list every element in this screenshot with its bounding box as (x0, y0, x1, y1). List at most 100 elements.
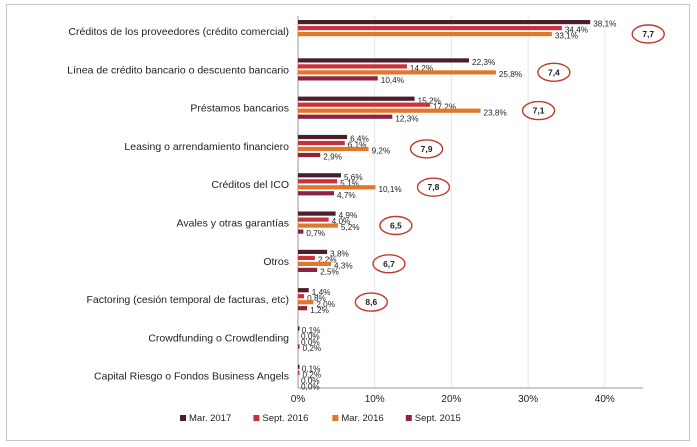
data-label: 33,1% (555, 32, 578, 41)
data-label: 0,8% (307, 294, 326, 303)
bar (298, 370, 300, 375)
data-label: 0,7% (306, 229, 325, 238)
bar (298, 70, 496, 75)
bar (298, 344, 300, 349)
bar (298, 58, 470, 63)
data-label: 5,2% (341, 223, 360, 232)
bar (298, 364, 300, 369)
data-label: 6,4% (350, 135, 369, 144)
data-label: 15,2% (418, 96, 441, 105)
category-label: Crowdfunding o Crowdlending (148, 332, 289, 344)
category-label: Leasing o arrendamiento financiero (124, 141, 289, 153)
data-label: 23,8% (484, 108, 507, 117)
circled-value-marker (409, 139, 444, 159)
data-label: 5,1% (340, 179, 359, 188)
bar (298, 294, 305, 299)
data-label: 2,5% (320, 268, 339, 277)
circled-value-marker (379, 215, 413, 236)
category-label: Créditos del ICO (211, 179, 289, 191)
x-tick-label: 0% (291, 394, 306, 405)
data-label: 0,0% (301, 332, 320, 341)
category-label: Factoring (cesión temporal de facturas, … (86, 294, 289, 306)
bar (298, 140, 345, 146)
data-label: 25,8% (499, 70, 522, 79)
data-label: 34,4% (565, 26, 588, 35)
bar (298, 108, 481, 113)
bar (298, 114, 393, 119)
category-label: Línea de crédito bancario o descuento ba… (67, 64, 289, 76)
data-label: 6,1% (348, 141, 367, 150)
data-label: 3,8% (330, 250, 349, 259)
data-label: 4,9% (339, 211, 358, 220)
bar (298, 217, 329, 222)
data-label: 4,0% (332, 217, 351, 226)
bar (298, 96, 415, 101)
x-tick-label: 30% (518, 394, 538, 405)
bar (298, 179, 338, 184)
bar (298, 134, 348, 140)
data-label: 2,0% (316, 300, 335, 309)
data-label: 0,1% (302, 326, 321, 335)
data-label: 17,2% (433, 102, 456, 111)
x-tick-label: 40% (595, 394, 615, 405)
category-label: Préstamos bancarios (190, 103, 289, 115)
data-label: 4,7% (337, 191, 356, 200)
legend-swatch (180, 415, 186, 421)
legend-label: Sept. 2016 (262, 413, 308, 424)
bar (298, 288, 309, 293)
data-label: 2,2% (318, 256, 337, 265)
legend-swatch (253, 415, 260, 421)
bar (298, 306, 308, 311)
data-label: 10,1% (378, 185, 401, 194)
circled-value-marker (631, 24, 665, 44)
bar (298, 326, 300, 331)
data-label: 1,2% (310, 306, 329, 315)
x-tick-label: 20% (441, 394, 461, 405)
bar (298, 191, 335, 196)
data-label: 0,2% (303, 370, 322, 379)
bar (298, 64, 407, 69)
bar (298, 76, 378, 81)
legend-swatch (332, 415, 339, 421)
data-label: 14,2% (410, 64, 433, 73)
bar (298, 152, 321, 158)
circled-value-marker (537, 62, 571, 83)
circled-value-label: 6,7 (383, 259, 395, 269)
bar (298, 102, 430, 107)
circled-value-label: 6,5 (390, 221, 402, 231)
data-label: 9,2% (372, 147, 391, 156)
circled-value-marker (416, 177, 451, 197)
data-label: 38,1% (593, 20, 616, 29)
legend-swatch (405, 415, 412, 421)
data-label: 12,3% (395, 114, 418, 123)
bar (298, 32, 552, 37)
circled-value-marker (354, 292, 389, 312)
bar (298, 255, 315, 260)
bar (298, 249, 328, 254)
bar (298, 223, 338, 228)
data-label: 5,6% (344, 173, 363, 182)
data-label: 22,3% (472, 58, 495, 67)
circled-value-label: 7,9 (421, 144, 433, 154)
bar (298, 146, 369, 152)
circled-value-label: 7,4 (548, 67, 560, 77)
bar (298, 300, 314, 305)
bar (298, 267, 318, 272)
circled-value-label: 7,1 (533, 106, 545, 116)
data-label: 4,3% (334, 262, 353, 271)
bar (298, 26, 562, 31)
x-tick-label: 10% (365, 394, 385, 405)
circled-value-marker (372, 254, 406, 274)
bar (298, 173, 341, 178)
circled-value-label: 7,8 (428, 182, 440, 192)
bar (298, 229, 304, 234)
category-label: Avales y otras garantías (177, 218, 289, 230)
data-label: 1,4% (312, 288, 331, 297)
category-label: Créditos de los proveedores (crédito com… (68, 26, 289, 38)
bar (298, 261, 331, 266)
data-label: 0,0% (301, 338, 320, 347)
circled-value-marker (521, 100, 556, 121)
category-label: Capital Riesgo o Fondos Business Angels (94, 371, 289, 383)
bar (298, 20, 591, 25)
